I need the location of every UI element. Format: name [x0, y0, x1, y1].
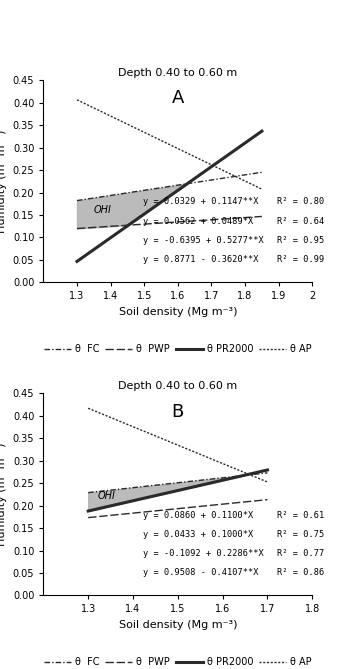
- Y-axis label: Humidity (m³ m⁻³): Humidity (m³ m⁻³): [0, 443, 7, 546]
- Text: B: B: [172, 403, 184, 421]
- Text: R² = 0.75: R² = 0.75: [277, 530, 324, 539]
- Text: A: A: [172, 90, 184, 108]
- Text: y = 0.0329 + 0.1147**X: y = 0.0329 + 0.1147**X: [143, 197, 259, 207]
- Y-axis label: Humidity (m³ m⁻³): Humidity (m³ m⁻³): [0, 130, 7, 233]
- Text: R² = 0.86: R² = 0.86: [277, 568, 324, 577]
- X-axis label: Soil density (Mg m⁻³): Soil density (Mg m⁻³): [119, 307, 237, 317]
- Text: OHI: OHI: [97, 491, 115, 501]
- Text: y = 0.0562 + 0.0489*X: y = 0.0562 + 0.0489*X: [143, 217, 253, 225]
- Text: R² = 0.64: R² = 0.64: [277, 217, 324, 225]
- Text: R² = 0.61: R² = 0.61: [277, 510, 324, 520]
- Text: y = 0.0433 + 0.1000*X: y = 0.0433 + 0.1000*X: [143, 530, 253, 539]
- Text: y = -0.1092 + 0.2286**X: y = -0.1092 + 0.2286**X: [143, 549, 264, 558]
- Text: y = -0.6395 + 0.5277**X: y = -0.6395 + 0.5277**X: [143, 236, 264, 245]
- Text: R² = 0.80: R² = 0.80: [277, 197, 324, 207]
- Legend: θ  FC, θ  PWP, θ PR2000, θ AP: θ FC, θ PWP, θ PR2000, θ AP: [40, 341, 316, 358]
- Text: y = 0.8771 - 0.3620**X: y = 0.8771 - 0.3620**X: [143, 255, 259, 264]
- Title: Depth 0.40 to 0.60 m: Depth 0.40 to 0.60 m: [118, 381, 237, 391]
- Legend: θ  FC, θ  PWP, θ PR2000, θ AP: θ FC, θ PWP, θ PR2000, θ AP: [40, 654, 316, 669]
- X-axis label: Soil density (Mg m⁻³): Soil density (Mg m⁻³): [119, 620, 237, 630]
- Text: y = 0.9508 - 0.4107**X: y = 0.9508 - 0.4107**X: [143, 568, 259, 577]
- Text: R² = 0.99: R² = 0.99: [277, 255, 324, 264]
- Text: OHI: OHI: [94, 205, 112, 215]
- Text: R² = 0.95: R² = 0.95: [277, 236, 324, 245]
- Title: Depth 0.40 to 0.60 m: Depth 0.40 to 0.60 m: [118, 68, 237, 78]
- Text: R² = 0.77: R² = 0.77: [277, 549, 324, 558]
- Text: y = 0.0860 + 0.1100*X: y = 0.0860 + 0.1100*X: [143, 510, 253, 520]
